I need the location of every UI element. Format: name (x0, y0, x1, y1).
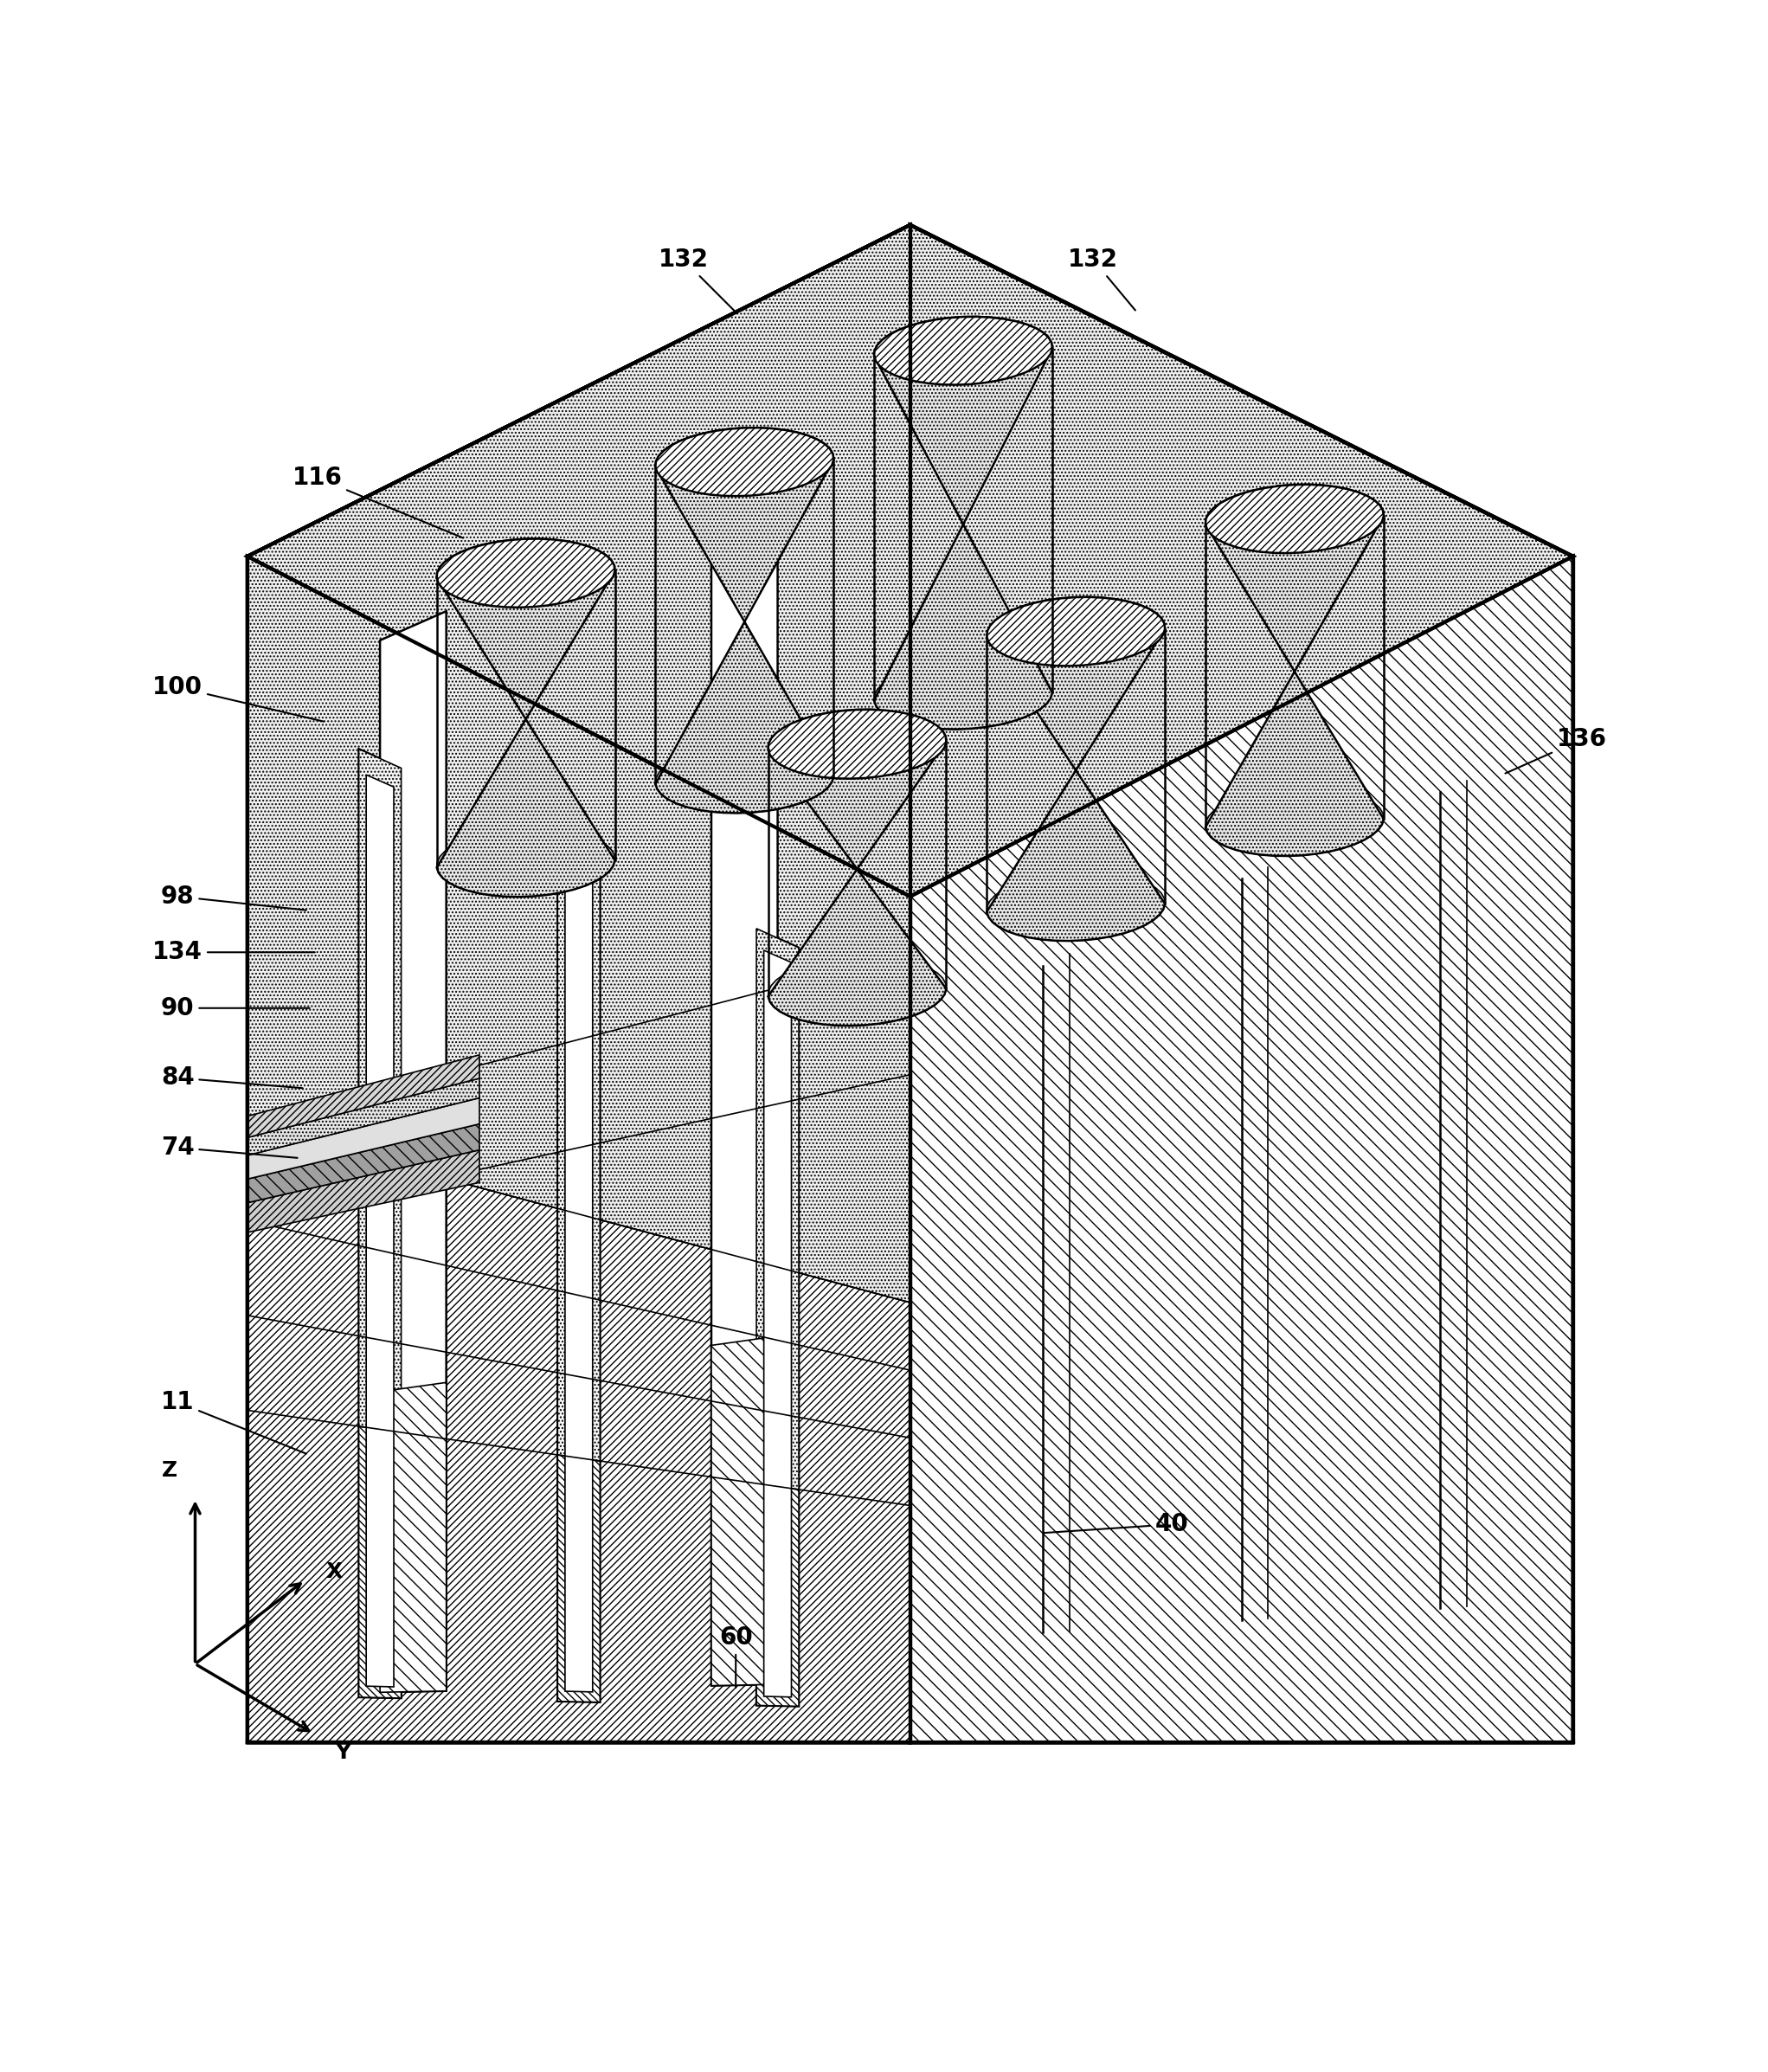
Polygon shape (248, 1098, 479, 1179)
Text: 136: 136 (1505, 727, 1607, 773)
Polygon shape (987, 597, 1165, 941)
Polygon shape (911, 557, 1574, 1743)
Polygon shape (757, 1484, 799, 1705)
Polygon shape (248, 1125, 911, 1743)
Text: 98: 98 (161, 885, 306, 910)
Text: Z: Z (163, 1461, 179, 1481)
Polygon shape (380, 611, 446, 1693)
Text: Y: Y (334, 1743, 350, 1763)
Polygon shape (911, 557, 1574, 1743)
Polygon shape (248, 557, 911, 1743)
Polygon shape (557, 839, 599, 1461)
Polygon shape (359, 748, 401, 1432)
Text: 11: 11 (161, 1390, 306, 1455)
Polygon shape (366, 775, 394, 1687)
Polygon shape (873, 317, 1052, 385)
Text: 132: 132 (1068, 249, 1135, 311)
Polygon shape (711, 1336, 778, 1687)
Polygon shape (248, 226, 911, 1743)
Polygon shape (248, 226, 1574, 897)
Polygon shape (767, 709, 946, 779)
Text: 90: 90 (161, 997, 309, 1019)
Polygon shape (248, 1123, 479, 1202)
Polygon shape (437, 829, 615, 897)
Text: 74: 74 (161, 1135, 297, 1160)
Polygon shape (911, 226, 1574, 1743)
Polygon shape (566, 862, 592, 1693)
Polygon shape (873, 661, 1052, 729)
Polygon shape (656, 427, 833, 812)
Polygon shape (873, 317, 1052, 729)
Polygon shape (248, 226, 1574, 897)
Polygon shape (1206, 485, 1384, 856)
Polygon shape (911, 226, 1574, 1743)
Polygon shape (987, 872, 1165, 941)
Polygon shape (757, 928, 799, 1490)
Text: X: X (325, 1560, 343, 1581)
Polygon shape (767, 709, 946, 1026)
Text: 134: 134 (152, 941, 315, 963)
Polygon shape (557, 1455, 599, 1703)
Polygon shape (359, 1426, 401, 1699)
Polygon shape (711, 466, 778, 1687)
Polygon shape (359, 748, 401, 1699)
Polygon shape (767, 957, 946, 1026)
Polygon shape (248, 1055, 479, 1138)
Polygon shape (248, 226, 911, 1743)
Polygon shape (248, 1150, 479, 1233)
Polygon shape (437, 539, 615, 897)
Polygon shape (248, 1077, 479, 1156)
Polygon shape (987, 597, 1165, 665)
Polygon shape (248, 557, 911, 1303)
Text: 60: 60 (720, 1627, 753, 1689)
Text: 132: 132 (658, 249, 734, 311)
Polygon shape (757, 928, 799, 1705)
Text: 84: 84 (161, 1065, 302, 1090)
Polygon shape (656, 744, 833, 812)
Polygon shape (557, 839, 599, 1703)
Text: 100: 100 (152, 675, 324, 721)
Polygon shape (764, 951, 792, 1697)
Polygon shape (1206, 485, 1384, 553)
Polygon shape (380, 1382, 446, 1693)
Polygon shape (1206, 787, 1384, 856)
Text: 116: 116 (292, 466, 463, 539)
Polygon shape (437, 539, 615, 607)
Text: 40: 40 (1043, 1513, 1188, 1537)
Polygon shape (656, 427, 833, 495)
